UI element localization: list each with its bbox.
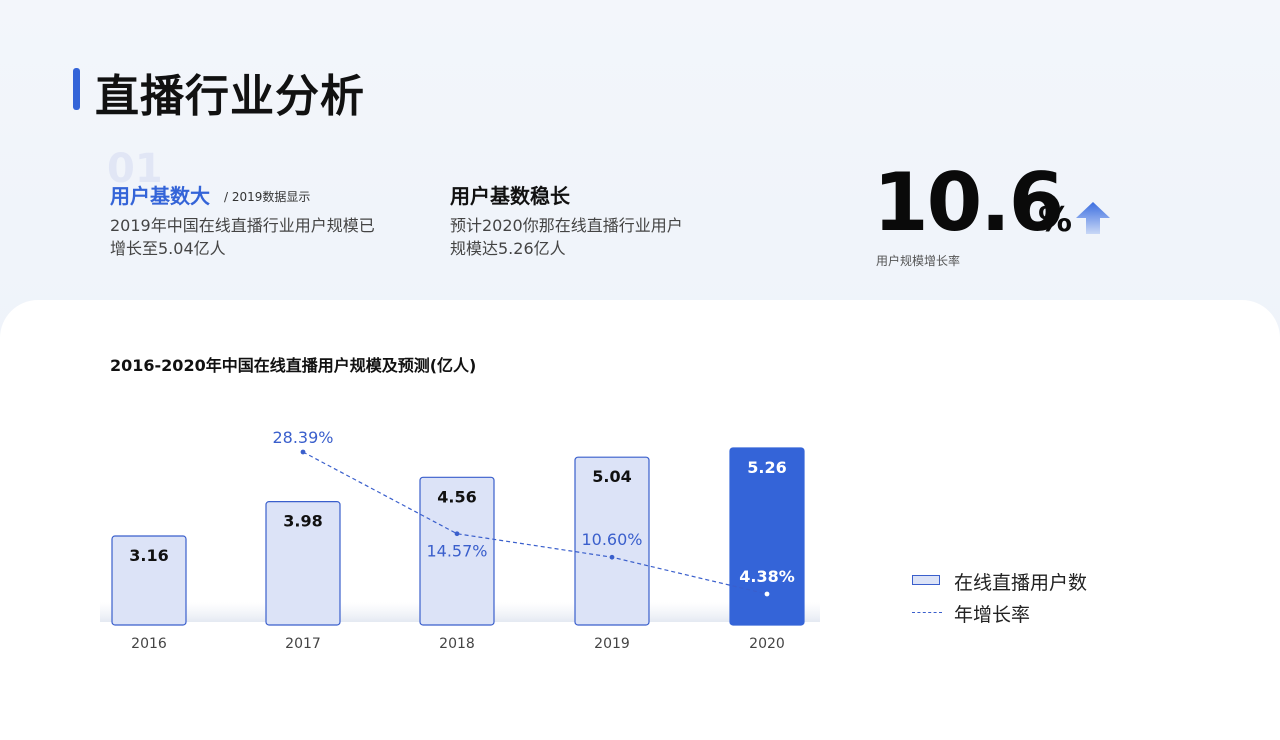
growth-rate-label-2018: 14.57% [426,542,487,561]
x-tick-label-2016: 2016 [131,636,167,652]
bar-value-label-2017: 3.98 [283,512,322,531]
growth-rate-label: 用户规模增长率 [876,254,961,268]
section-number: 01 [107,146,163,192]
growth-rate-point-2020 [764,591,770,597]
bar-2018 [419,476,495,626]
bar-2017 [265,501,341,626]
section1-title: 用户基数大 [110,184,210,208]
x-tick-label-2019: 2019 [594,636,630,652]
title-accent-bar [73,68,80,110]
bar-2016 [111,535,187,626]
legend-swatch-bar [912,575,940,585]
growth-rate-label-2017: 28.39% [272,428,333,447]
section2-description: 预计2020你那在线直播行业用户 规模达5.26亿人 [450,214,730,260]
growth-rate-label-2020: 4.38% [739,567,795,586]
growth-rate-point-2017 [300,449,306,455]
section1-desc-line1: 2019年中国在线直播行业用户规模已 [110,216,375,235]
growth-rate-value: 10.6 [873,156,1064,249]
growth-rate-point-2019 [609,554,615,560]
growth-rate-point-2018 [454,531,460,537]
bar-value-label-2019: 5.04 [592,467,631,486]
x-tick-label-2020: 2020 [749,636,785,652]
bar-value-label-2018: 4.56 [437,487,476,506]
section1-note: / 2019数据显示 [224,190,311,204]
section1-desc-line2: 增长至5.04亿人 [110,239,226,258]
section2-desc-line2: 规模达5.26亿人 [450,239,566,258]
section1-description: 2019年中国在线直播行业用户规模已 增长至5.04亿人 [110,214,390,260]
page-title: 直播行业分析 [95,71,365,122]
up-arrow-icon [1076,202,1110,234]
growth-rate-unit: % [1038,200,1073,240]
section2-desc-line1: 预计2020你那在线直播行业用户 [450,216,683,235]
bar-2019 [574,456,650,626]
x-tick-label-2017: 2017 [285,636,321,652]
growth-rate-line [302,451,768,595]
bar-line-chart: 3.16 2016 3.98 2017 4.56 2018 5.04 2019 5.26 2020… [100,428,820,652]
section2-title: 用户基数稳长 [450,184,570,208]
chart-title: 2016-2020年中国在线直播用户规模及预测(亿人) [110,356,477,375]
bar-2020 [729,447,805,626]
bar-value-label-2016: 3.16 [129,546,168,565]
legend-label-growth: 年增长率 [954,604,1031,626]
x-tick-label-2018: 2018 [439,636,475,652]
growth-rate-label-2019: 10.60% [581,530,642,549]
legend-swatch-line [912,612,942,613]
bar-value-label-2020: 5.26 [747,458,786,477]
legend-label-users: 在线直播用户数 [954,572,1088,594]
